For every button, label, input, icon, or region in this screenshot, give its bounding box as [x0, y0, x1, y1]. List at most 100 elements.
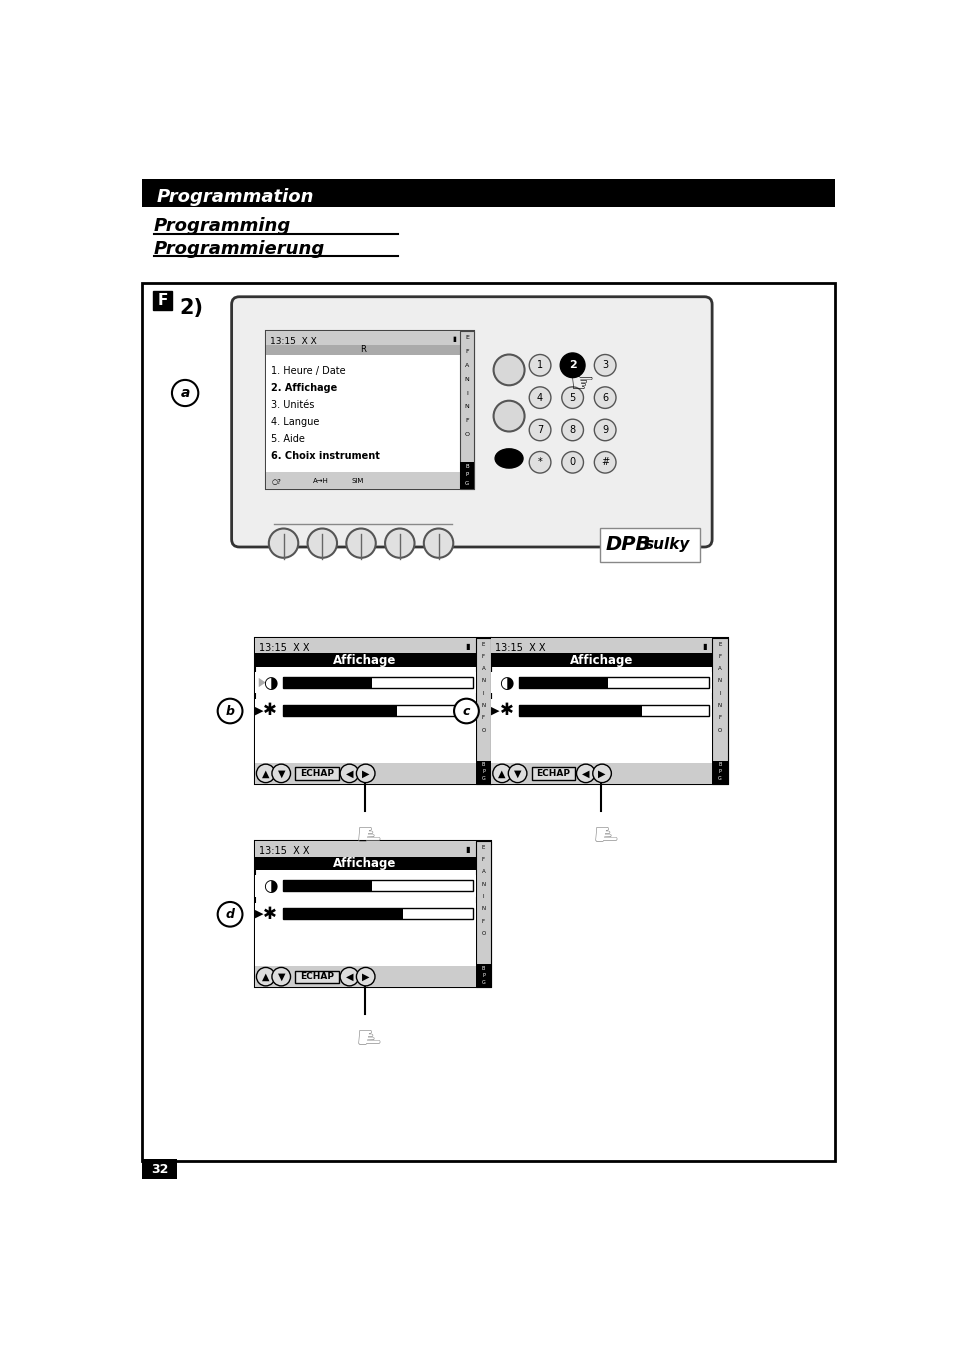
- Text: 1: 1: [537, 360, 542, 370]
- Text: O: O: [464, 432, 469, 437]
- Text: *: *: [537, 458, 542, 467]
- Text: ▶: ▶: [361, 972, 369, 981]
- Text: B: B: [481, 763, 485, 767]
- Bar: [491, 763, 711, 784]
- Bar: [518, 678, 708, 688]
- Bar: [142, 284, 834, 1161]
- Circle shape: [529, 387, 550, 409]
- Text: 6: 6: [601, 393, 608, 402]
- Text: I: I: [482, 691, 484, 695]
- Bar: [254, 637, 491, 784]
- Circle shape: [493, 764, 511, 783]
- Text: ECHAP: ECHAP: [536, 769, 570, 778]
- Text: ▶: ▶: [361, 768, 369, 779]
- Circle shape: [269, 528, 298, 558]
- Text: ▶: ▶: [254, 909, 263, 918]
- Circle shape: [256, 764, 274, 783]
- Circle shape: [592, 764, 611, 783]
- Circle shape: [307, 528, 336, 558]
- Text: N: N: [464, 377, 469, 382]
- Circle shape: [529, 420, 550, 440]
- Text: N: N: [464, 405, 469, 409]
- Circle shape: [594, 451, 616, 472]
- Circle shape: [594, 355, 616, 377]
- Text: N: N: [717, 703, 721, 709]
- Text: 13:15  X X: 13:15 X X: [270, 338, 316, 346]
- Bar: [476, 761, 491, 784]
- Text: F: F: [481, 919, 484, 923]
- Text: Affichage: Affichage: [333, 857, 396, 869]
- Bar: [254, 841, 476, 856]
- Text: ◀: ◀: [581, 768, 589, 779]
- Text: ☜: ☜: [351, 1019, 378, 1048]
- Text: ☜: ☜: [351, 815, 378, 845]
- Bar: [518, 705, 641, 716]
- Text: Programming: Programming: [154, 217, 291, 235]
- Text: O: O: [481, 728, 485, 733]
- Text: 5: 5: [569, 393, 576, 402]
- Text: N: N: [481, 906, 485, 911]
- Text: Programmierung: Programmierung: [154, 240, 325, 258]
- Text: N: N: [481, 882, 485, 887]
- Bar: [491, 699, 711, 721]
- Circle shape: [594, 387, 616, 409]
- Text: ☜: ☜: [587, 815, 615, 845]
- Circle shape: [559, 352, 584, 378]
- Text: sulky: sulky: [644, 537, 689, 552]
- Circle shape: [272, 968, 291, 986]
- Text: 1. Heure / Date: 1. Heure / Date: [271, 366, 345, 377]
- Text: Affichage: Affichage: [569, 653, 633, 667]
- Text: ▲: ▲: [262, 768, 269, 779]
- Text: 2: 2: [568, 360, 576, 370]
- Bar: [254, 721, 476, 763]
- Text: P: P: [718, 769, 720, 775]
- Bar: [491, 672, 711, 694]
- Bar: [282, 880, 372, 891]
- Ellipse shape: [495, 448, 522, 468]
- Circle shape: [594, 420, 616, 440]
- Text: A→H: A→H: [313, 478, 329, 483]
- Text: N: N: [481, 703, 485, 709]
- Bar: [282, 705, 472, 716]
- Text: ✱: ✱: [263, 904, 277, 922]
- Circle shape: [493, 355, 524, 385]
- Bar: [254, 699, 476, 721]
- Text: ▮: ▮: [701, 641, 706, 651]
- Text: ▲: ▲: [262, 972, 269, 981]
- Text: B: B: [718, 763, 720, 767]
- Text: G: G: [718, 776, 721, 782]
- Text: ◑: ◑: [263, 674, 277, 691]
- Bar: [254, 856, 476, 871]
- Circle shape: [454, 699, 478, 724]
- Text: 2: 2: [569, 360, 576, 370]
- Text: ▮: ▮: [452, 336, 456, 342]
- Circle shape: [508, 764, 526, 783]
- Text: ▲: ▲: [497, 768, 505, 779]
- Text: ◀: ◀: [345, 972, 353, 981]
- Circle shape: [561, 387, 583, 409]
- Text: 32: 32: [151, 1162, 168, 1176]
- Bar: [491, 637, 727, 784]
- Text: N: N: [717, 679, 721, 683]
- Bar: [282, 678, 372, 688]
- Bar: [476, 964, 491, 987]
- Text: P: P: [465, 472, 468, 477]
- Bar: [294, 767, 338, 779]
- Text: F: F: [481, 857, 484, 863]
- Text: G: G: [481, 776, 485, 782]
- Text: ▼: ▼: [277, 768, 285, 779]
- Text: c: c: [462, 705, 470, 717]
- Bar: [282, 880, 472, 891]
- Bar: [491, 637, 711, 653]
- Text: 4: 4: [537, 393, 542, 402]
- Text: B: B: [465, 463, 469, 468]
- Text: ☞: ☞: [569, 370, 594, 398]
- Text: ◑: ◑: [263, 876, 277, 895]
- Bar: [266, 346, 459, 355]
- Circle shape: [529, 355, 550, 377]
- Text: E: E: [481, 845, 485, 849]
- Bar: [266, 355, 459, 474]
- Text: F: F: [481, 716, 484, 721]
- Circle shape: [217, 699, 242, 724]
- Circle shape: [385, 528, 415, 558]
